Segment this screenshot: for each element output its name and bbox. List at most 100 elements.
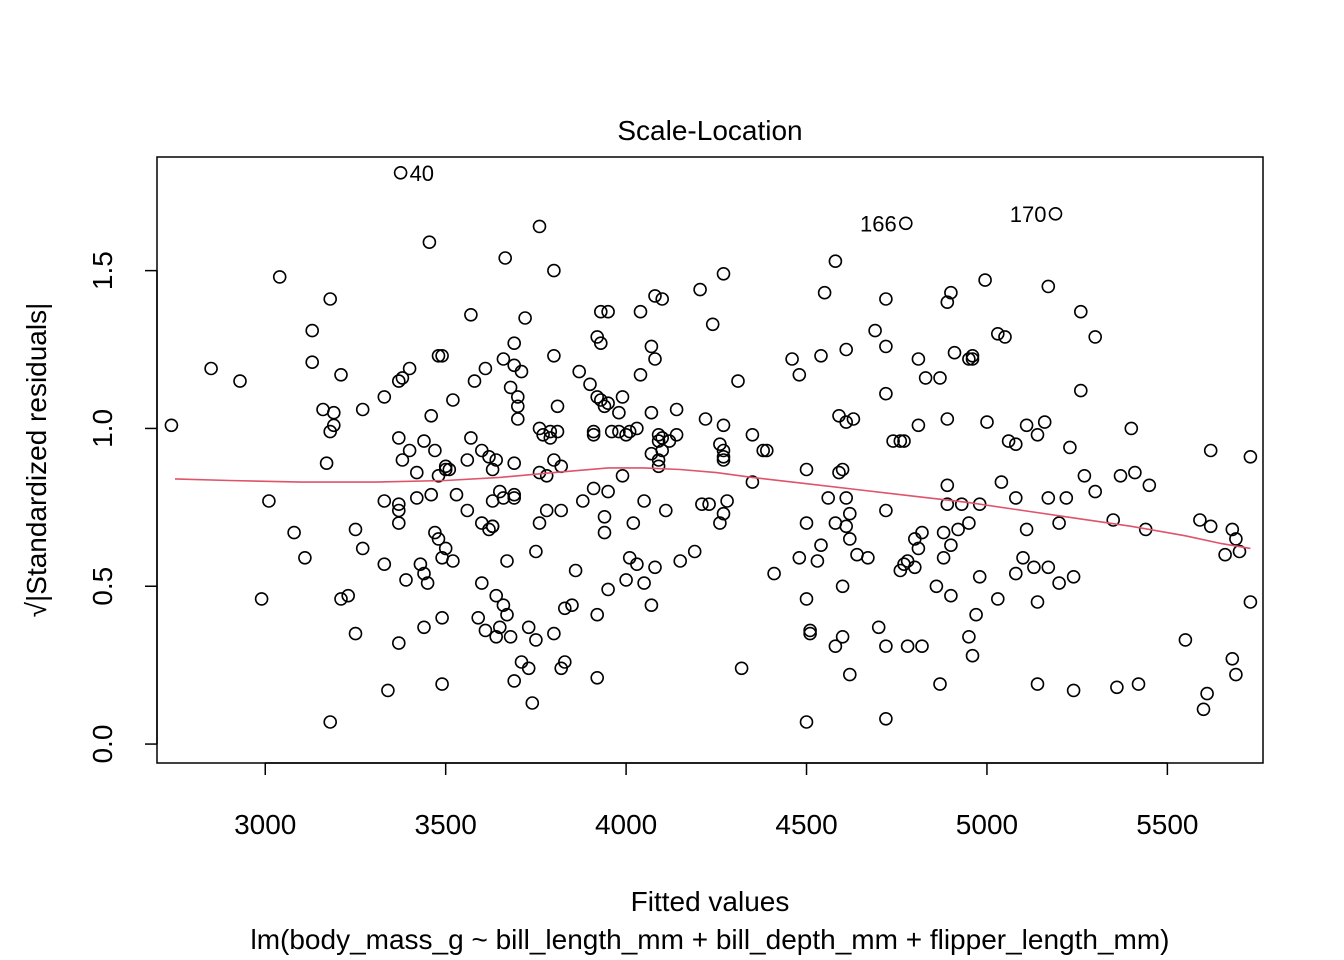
residual-point [716,266,731,281]
residual-point [832,408,846,423]
residual-point [547,348,561,363]
residual-point [428,443,442,458]
residual-point [828,254,843,269]
residual-point [814,538,828,553]
residual-point [1088,330,1102,344]
residual-point [438,459,453,474]
residual-point [803,626,817,641]
residual-point [940,478,955,493]
residual-point [962,352,976,366]
residual-point [272,270,287,284]
residual-point [547,626,561,641]
residual-point [1088,484,1102,499]
residual-point [507,358,522,373]
residual-point [391,497,406,512]
residual-point [1052,516,1066,530]
residual-point [500,607,514,622]
residual-point [842,532,857,546]
residual-point [601,304,615,319]
residual-point [731,374,745,388]
residual-point [861,550,875,565]
residual-point [464,307,478,322]
residual-point [1077,468,1092,483]
residual-point [612,405,626,420]
residual-point [422,235,437,249]
residual-point [442,462,457,477]
y-tick-label: 1.0 [87,409,118,448]
residual-point [839,342,854,357]
residual-point [698,412,713,426]
residual-point [1074,304,1088,319]
residual-point [846,412,861,426]
residual-point [947,345,962,360]
residual-point [759,443,774,458]
residual-point [799,462,814,477]
residual-point [951,522,965,537]
residual-point [615,468,630,483]
residual-point [601,484,615,499]
x-tick-label: 4500 [775,809,837,840]
residual-point [929,579,944,594]
residual-point [417,620,431,635]
residual-point [518,311,532,325]
residual-point [1218,547,1232,562]
residual-point [1243,449,1258,464]
residual-point [622,424,637,439]
residual-point [965,348,980,363]
residual-point [915,525,929,540]
x-tick-label: 3000 [234,809,296,840]
residual-point [593,336,608,351]
residual-point [648,352,662,366]
residual-point [900,554,915,568]
residual-point [514,655,529,669]
residual-point [745,475,760,489]
y-tick-label: 0.5 [87,567,118,606]
residual-point [1196,702,1211,717]
residual-point [377,494,392,508]
residual-point [391,431,406,445]
residual-point [474,443,489,458]
residual-point [1016,550,1030,565]
residual-point [565,598,579,613]
residual-point [424,408,439,423]
residual-point [615,390,630,404]
residual-point [969,607,983,622]
residual-point [693,282,707,297]
residual-point [1225,651,1240,666]
residual-point [810,554,825,568]
residual-point [713,516,727,530]
x-tick-label: 4000 [595,809,657,840]
residual-point [1106,513,1120,527]
residual-point [417,434,431,448]
residual-point [915,639,929,654]
residual-point [402,361,417,376]
residual-point [377,557,392,572]
residual-point [1066,569,1081,584]
residual-point [702,497,716,512]
residual-point [1200,686,1214,701]
residual-point [832,465,846,480]
residual-point [648,289,662,303]
residual-point [514,364,529,379]
residual-point [543,431,558,445]
residual-point [539,468,554,483]
residual-point [835,579,850,594]
residual-point [879,503,893,518]
residual-point [539,503,554,518]
residual-point [420,576,435,590]
residual-point [879,386,893,401]
residual-point [507,336,522,351]
residual-point [705,317,720,332]
y-tick-label: 1.5 [87,251,118,290]
residual-point [510,399,525,414]
residual-point [377,390,392,404]
residual-point [633,304,648,319]
residual-point [879,711,893,726]
smoother-line [174,467,1251,550]
residual-point [1229,667,1243,682]
residual-point [482,522,496,537]
residual-point [622,550,637,565]
residual-point [254,592,269,606]
residual-point [619,427,633,442]
